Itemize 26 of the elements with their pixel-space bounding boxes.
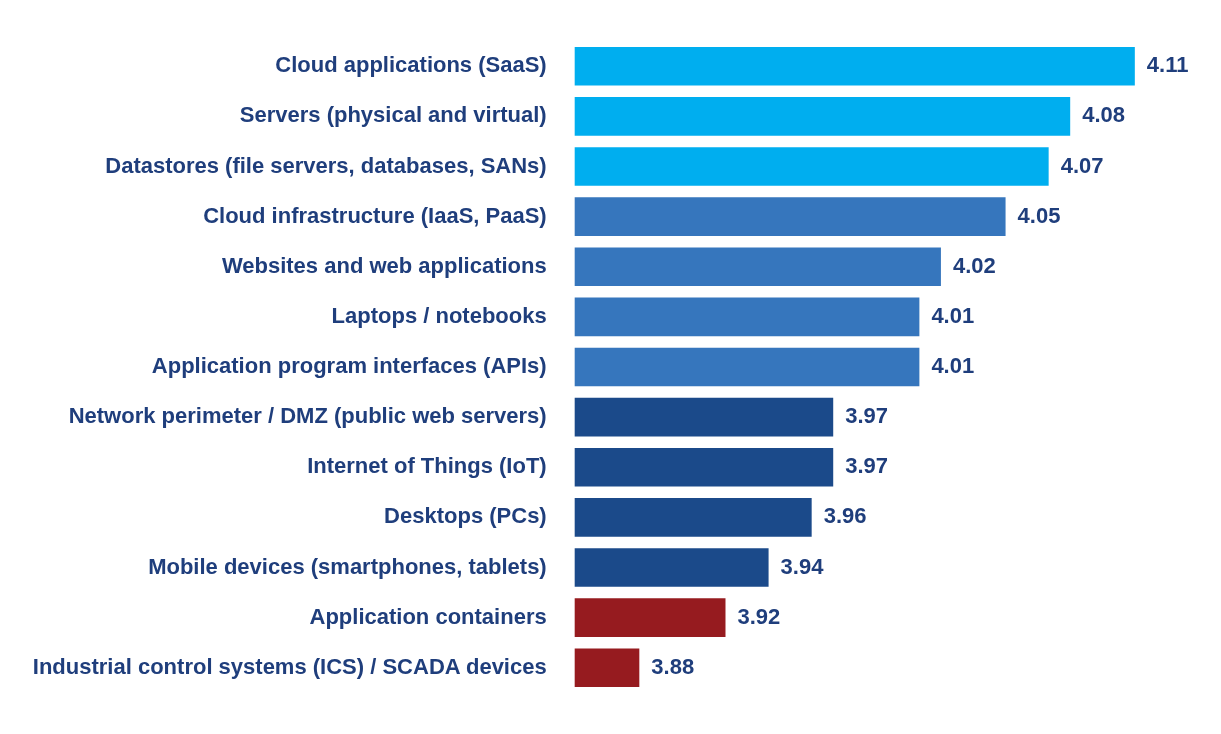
data-label: 4.01 <box>931 302 975 328</box>
y-tick-label: Cloud infrastructure (IaaS, PaaS) <box>203 202 547 228</box>
data-label: 4.07 <box>1060 152 1104 178</box>
data-label: 3.97 <box>845 403 889 429</box>
y-tick-label: Datastores (file servers, databases, SANs) <box>105 152 547 178</box>
data-label: 3.92 <box>737 603 781 629</box>
data-label: 3.96 <box>823 503 867 529</box>
data-label: 4.02 <box>952 252 996 278</box>
data-label: 4.11 <box>1146 52 1189 78</box>
y-tick-label: Cloud applications (SaaS) <box>275 52 547 78</box>
data-label: 3.88 <box>651 653 695 679</box>
y-tick-label: Network perimeter / DMZ (public web servers) <box>68 403 547 429</box>
y-tick-label: Application program interfaces (APIs) <box>151 353 547 379</box>
y-tick-label: Industrial control systems (ICS) / SCADA devices <box>32 653 547 679</box>
data-label: 3.94 <box>780 553 825 579</box>
data-label: 4.05 <box>1017 202 1061 228</box>
y-tick-label: Laptops / notebooks <box>331 302 547 328</box>
y-tick-label: Websites and web applications <box>221 252 547 278</box>
data-label: 4.08 <box>1082 102 1126 128</box>
data-label: 3.97 <box>845 453 889 479</box>
y-tick-label: Mobile devices (smartphones, tablets) <box>148 553 547 579</box>
y-tick-label: Application containers <box>309 603 547 629</box>
y-tick-label: Desktops (PCs) <box>384 503 547 529</box>
y-tick-label: Servers (physical and virtual) <box>239 102 547 128</box>
y-tick-label: Internet of Things (IoT) <box>307 453 547 479</box>
data-label: 4.01 <box>931 353 975 379</box>
